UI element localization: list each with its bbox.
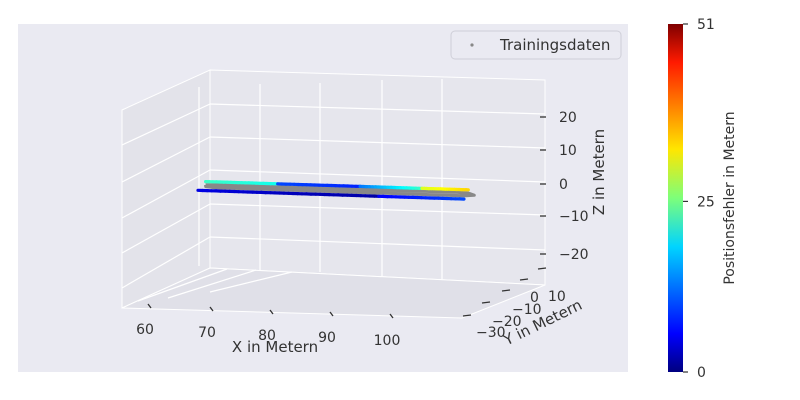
x-tick-label: 70 [198, 325, 216, 341]
legend-entry-trainingsdaten: Trainingsdaten [499, 36, 610, 54]
gridline [121, 236, 211, 289]
gridline [121, 169, 211, 219]
y-tick-label: −20 [492, 314, 522, 330]
gridline [167, 269, 257, 299]
colorbar-ticks: 0 25 51 [683, 17, 715, 381]
x-tick-mark [209, 306, 214, 312]
x-tick-mark [269, 309, 274, 315]
gridline [121, 136, 211, 183]
gridline [137, 268, 228, 302]
x-tick-label: 90 [318, 330, 336, 346]
y-tick-mark [519, 278, 529, 281]
legend-marker [470, 43, 474, 47]
gridline [209, 203, 546, 216]
y-tick-label: 10 [548, 289, 566, 305]
gridline [209, 169, 546, 183]
z-axis-label: Z in Metern [590, 129, 608, 215]
y-tick-label: 0 [530, 290, 539, 306]
colorbar-tick-label: 51 [697, 17, 715, 33]
left-pane [121, 69, 211, 309]
y-tick-mark [462, 314, 472, 317]
colorbar-gradient [668, 24, 683, 372]
gridline [121, 103, 211, 146]
x-axis-label: X in Metern [232, 338, 318, 356]
y-tick-mark [481, 301, 491, 304]
series-trainingsdaten [204, 183, 476, 198]
gridline [209, 271, 293, 293]
gridlines [121, 79, 546, 302]
y-tick-mark [537, 267, 547, 270]
legend: Trainingsdaten [450, 30, 622, 60]
y-tick-label: −30 [476, 325, 506, 341]
gridline [209, 236, 546, 251]
colorbar-tick-label: 25 [697, 194, 715, 210]
gridline [121, 203, 211, 254]
y-tick-label: −10 [512, 302, 542, 318]
colorbar-label: Positionsfehler in Metern [722, 111, 738, 284]
gridline [209, 103, 546, 115]
floor-pane [121, 267, 546, 319]
z-tick-label: 0 [559, 177, 568, 193]
legend-box [450, 30, 622, 60]
x-tick-label: 80 [258, 328, 276, 344]
colorbar: 0 25 51 Positionsfehler in Metern [668, 17, 738, 381]
x-tick-mark [147, 303, 152, 309]
x-tick-label: 100 [374, 333, 401, 349]
x-tick-mark [389, 313, 394, 319]
z-tick-label: 20 [559, 110, 577, 126]
z-tick-label: −20 [559, 247, 589, 263]
z-tick-label: −10 [559, 209, 589, 225]
trajectory [196, 180, 476, 201]
z-tick-label: 10 [559, 143, 577, 159]
y-tick-mark [501, 289, 511, 292]
colorbar-tick-label: 0 [697, 365, 706, 381]
x-tick-mark [329, 311, 334, 317]
gridline [209, 136, 546, 149]
x-tick-label: 60 [136, 322, 154, 338]
